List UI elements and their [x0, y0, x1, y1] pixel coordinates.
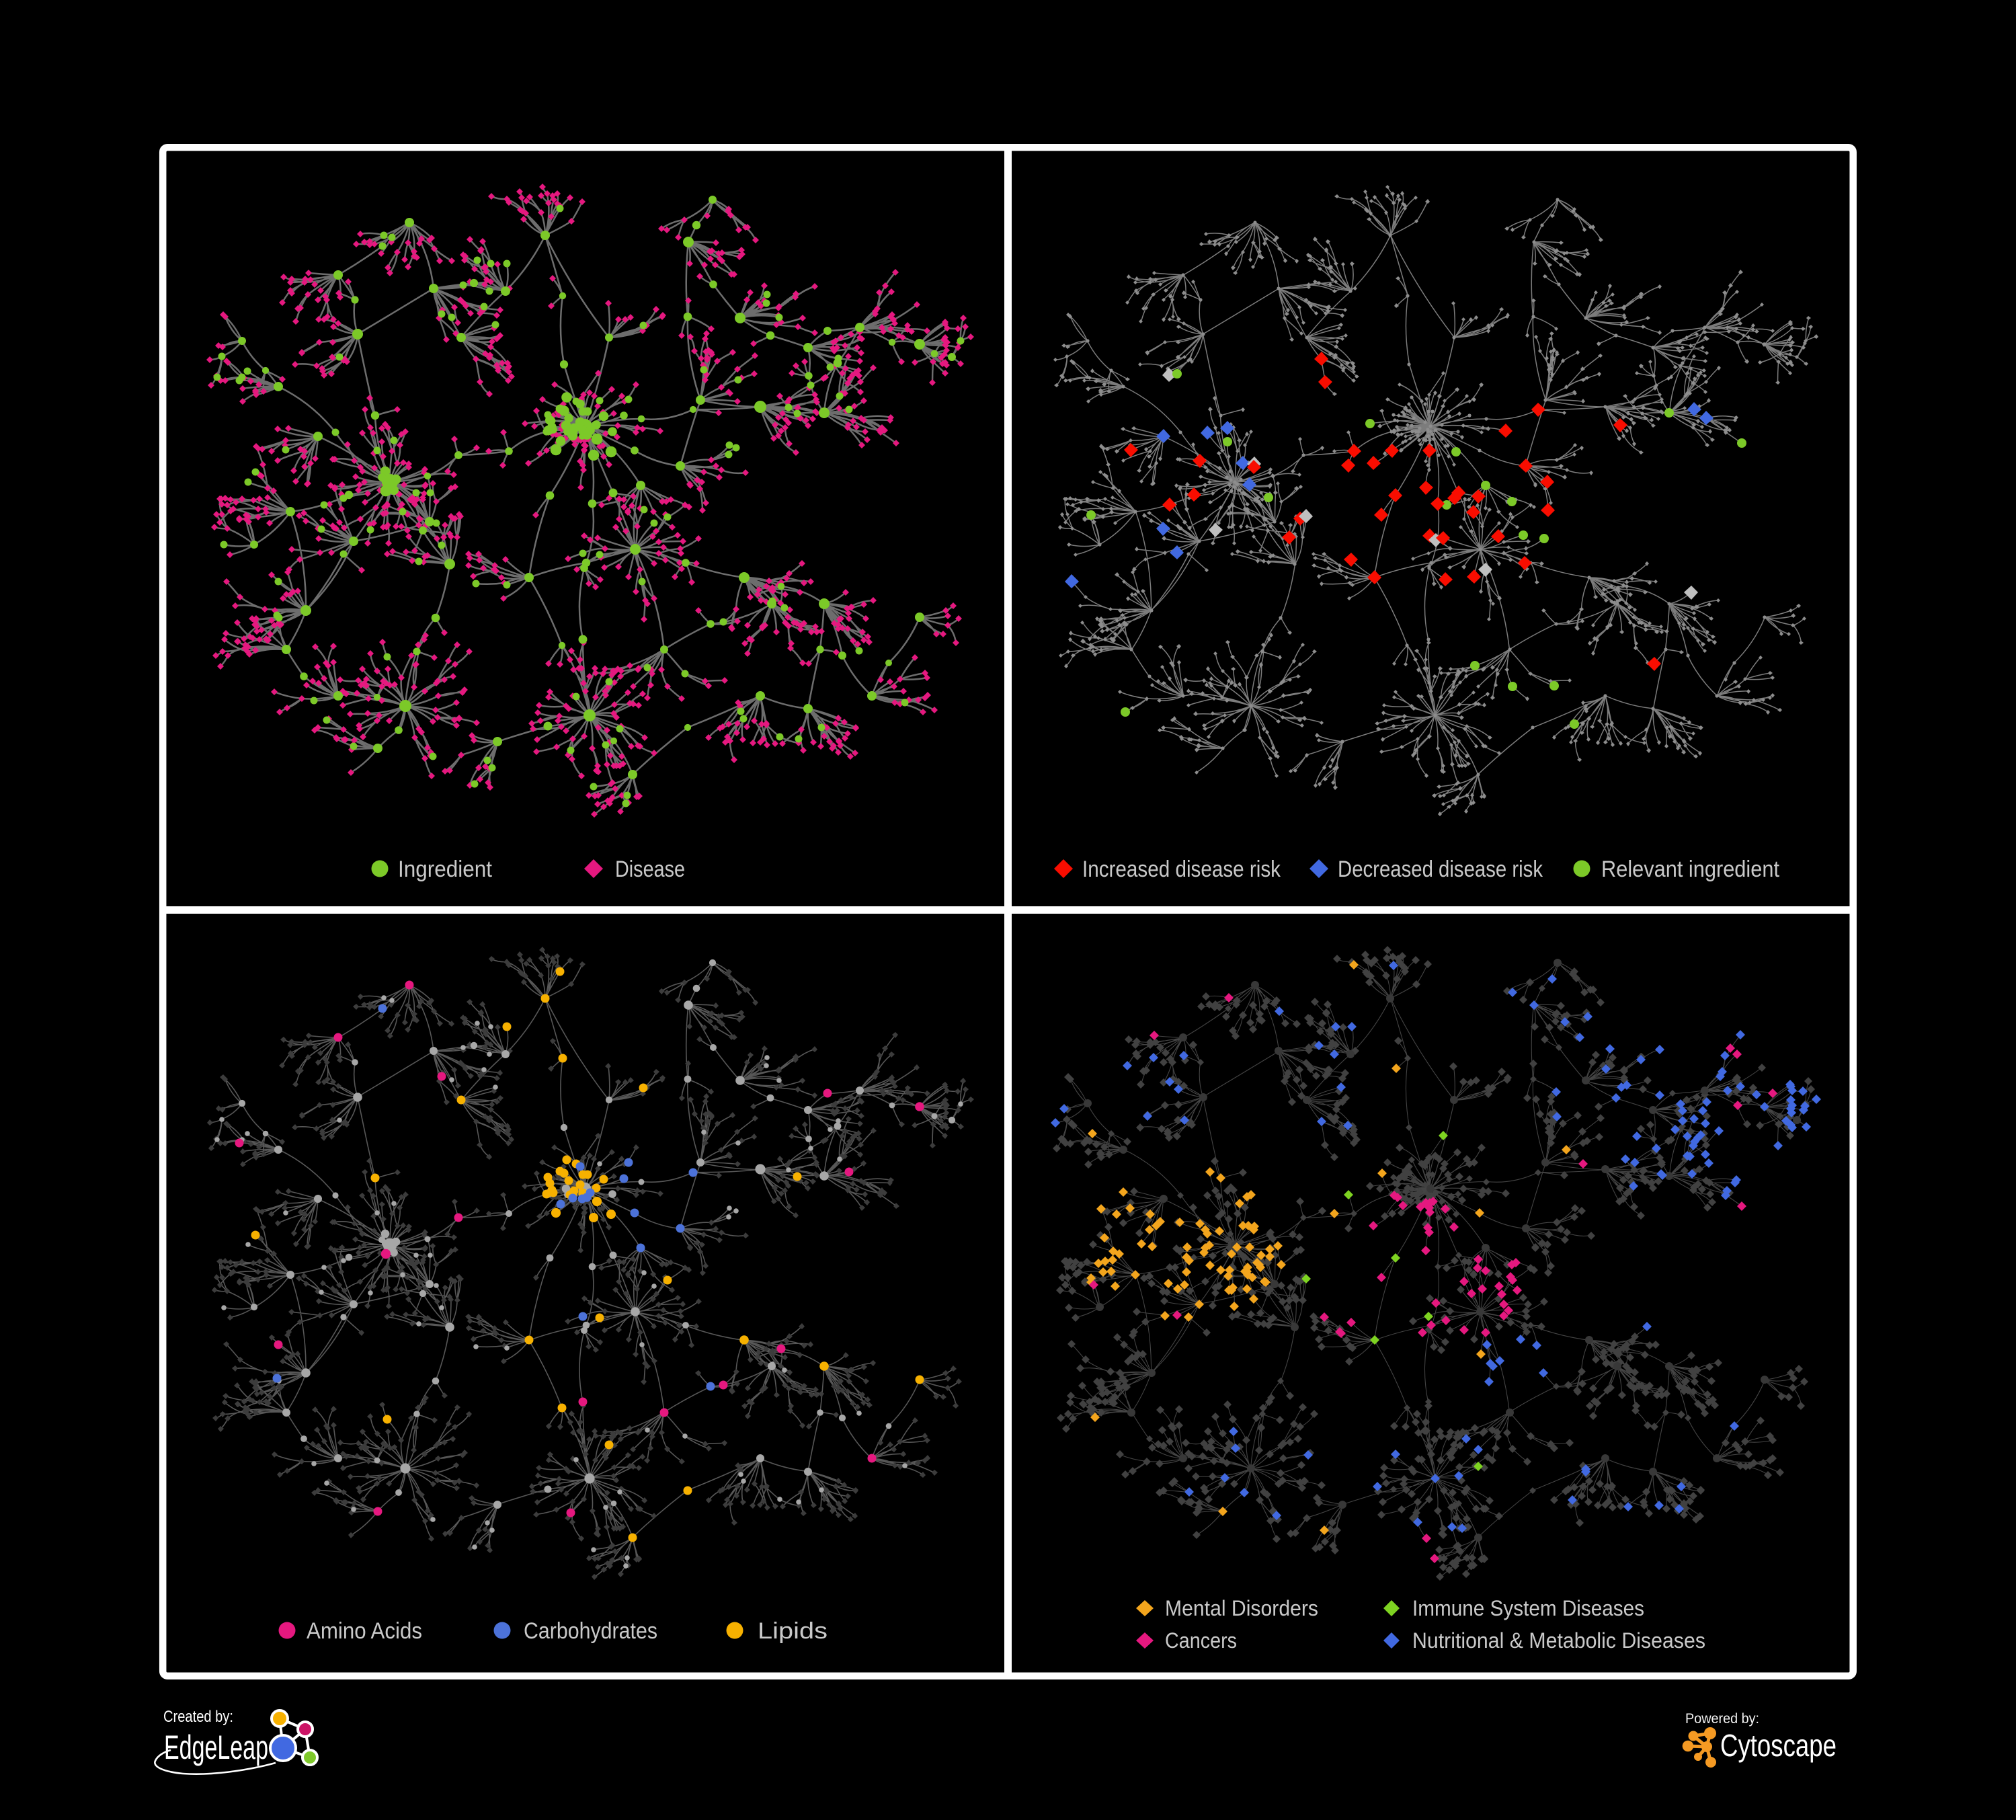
svg-text:EdgeLeap: EdgeLeap: [164, 1729, 268, 1766]
svg-text:Cancers: Cancers: [1165, 1628, 1237, 1653]
svg-text:Immune System Diseases: Immune System Diseases: [1412, 1596, 1644, 1620]
svg-text:Lipids: Lipids: [758, 1618, 828, 1644]
svg-text:Powered by:: Powered by:: [1685, 1711, 1759, 1727]
svg-text:Cytoscape: Cytoscape: [1720, 1728, 1837, 1763]
svg-text:Decreased disease risk: Decreased disease risk: [1338, 857, 1543, 882]
svg-text:Nutritional & Metabolic Diseas: Nutritional & Metabolic Diseases: [1412, 1628, 1705, 1653]
svg-text:Amino Acids: Amino Acids: [307, 1618, 422, 1644]
svg-text:Increased disease risk: Increased disease risk: [1082, 857, 1281, 882]
svg-text:Created by:: Created by:: [163, 1708, 233, 1726]
svg-text:Ingredient: Ingredient: [398, 857, 493, 882]
svg-text:Relevant ingredient: Relevant ingredient: [1601, 857, 1780, 882]
svg-text:Mental Disorders: Mental Disorders: [1165, 1596, 1318, 1620]
svg-text:Disease: Disease: [615, 857, 685, 882]
svg-text:Carbohydrates: Carbohydrates: [524, 1618, 657, 1644]
